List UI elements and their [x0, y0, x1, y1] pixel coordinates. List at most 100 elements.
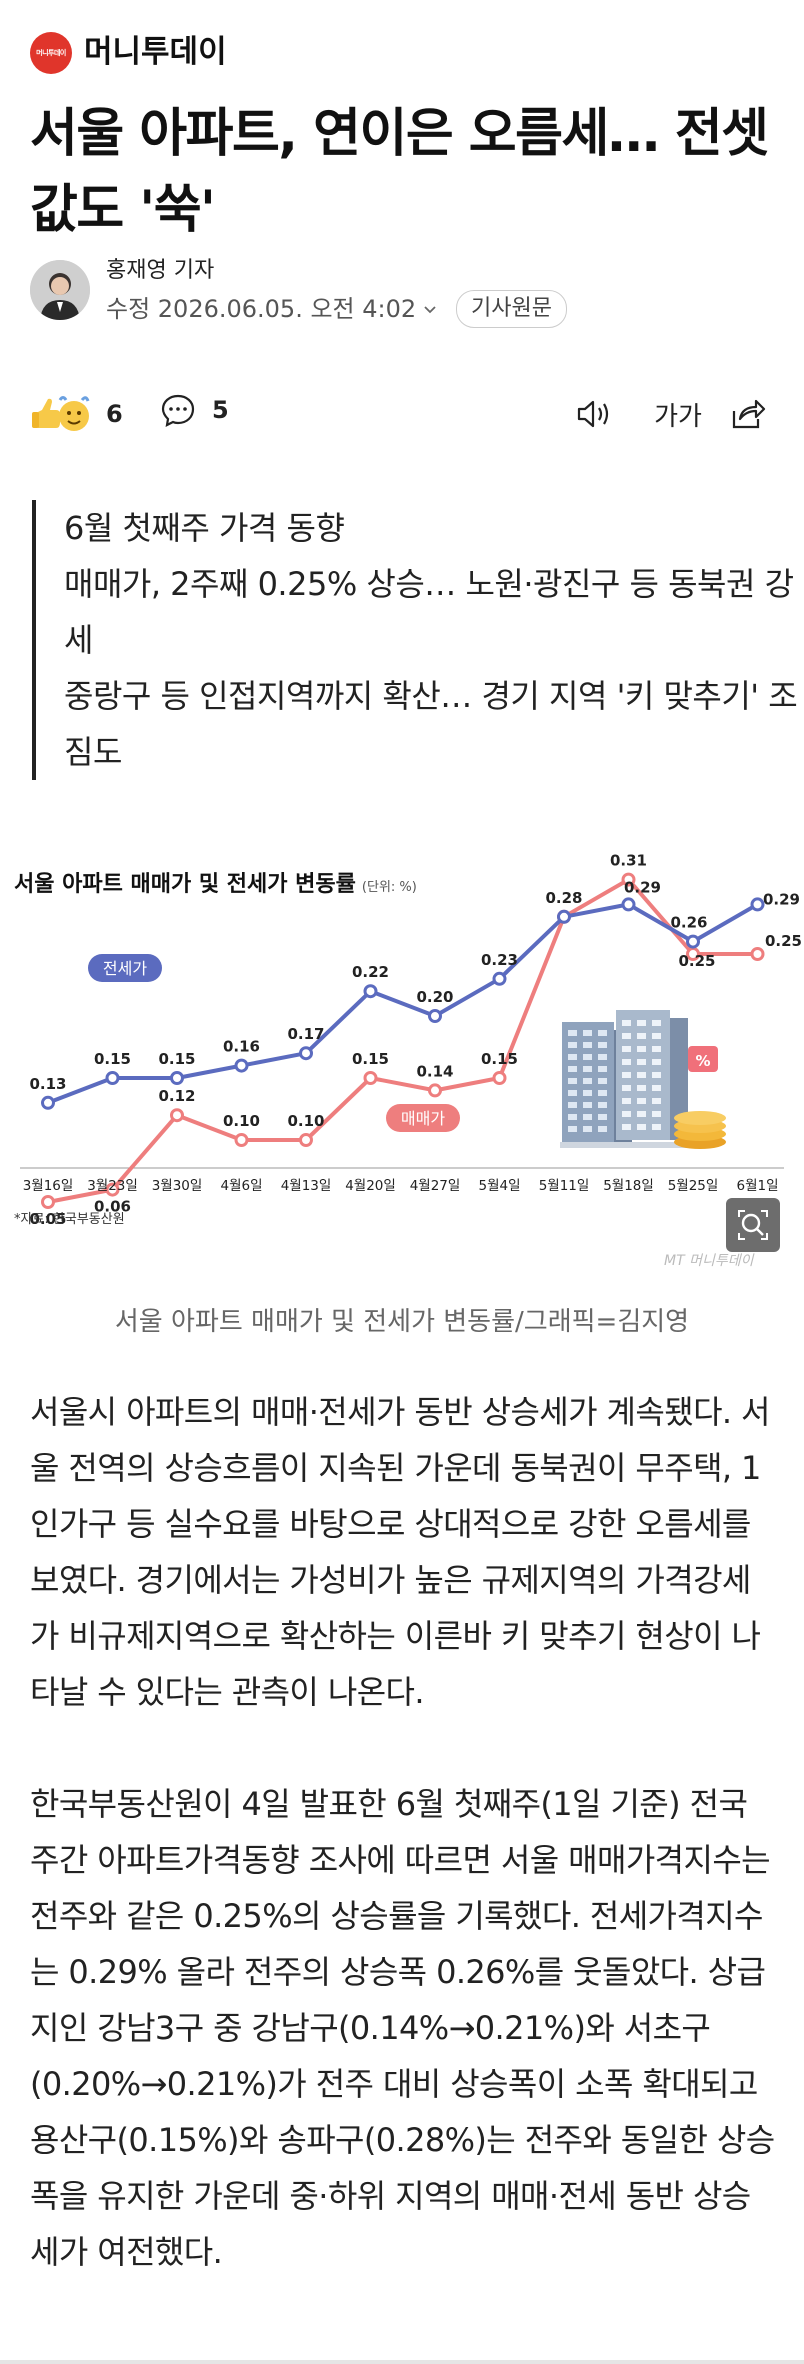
- legend-maemae-tag: [386, 1104, 460, 1132]
- date-line[interactable]: 수정 2026.06.05. 오전 4:02: [106, 292, 438, 326]
- data-point: [105, 1182, 120, 1197]
- data-point: [299, 1133, 313, 1147]
- image-zoom-button[interactable]: [726, 1198, 780, 1252]
- data-label: 0.31: [610, 852, 647, 870]
- data-point: [750, 947, 765, 961]
- emoji-reactions-icon: [32, 396, 90, 431]
- data-point: [170, 1108, 184, 1123]
- speaker-icon: [577, 400, 609, 428]
- data-point: [492, 1071, 507, 1085]
- data-label: 0.15: [158, 1050, 195, 1068]
- publisher-logo[interactable]: 머니투데이: [30, 32, 72, 74]
- chevron-down-icon[interactable]: [422, 301, 438, 317]
- chart-source: *자료: 한국부동산원: [14, 1212, 125, 1227]
- x-tick-label: 4월27일: [410, 1178, 461, 1194]
- audio-button[interactable]: [572, 392, 616, 436]
- x-tick-label: 5월11일: [539, 1178, 590, 1194]
- divider: [0, 2360, 804, 2364]
- reaction-count: 6: [106, 400, 123, 428]
- chart-graphic[interactable]: % 0.13 0.15 0.15 0.16 0.17 0.22 0.20 0.23 0.28 0.2…: [0, 850, 804, 1280]
- author-name[interactable]: 홍재영 기자: [106, 258, 215, 283]
- legend-jeonse-tag: [88, 954, 162, 982]
- article-paragraph: 서울시 아파트의 매매·전세가 동반 상승세가 계속됐다. 서울 전역의 상승흐…: [30, 1393, 771, 1711]
- summary-line: 매매가, 2주째 0.25% 상승… 노원·광진구 등 동북권 강세: [64, 565, 794, 659]
- data-point: [750, 897, 765, 912]
- original-article-button[interactable]: 기사원문: [456, 290, 567, 328]
- summary-line: 6월 첫째주 가격 동향: [64, 509, 345, 547]
- legend-maemae-label: 매매가: [401, 1109, 445, 1128]
- data-label: 0.16: [223, 1038, 260, 1056]
- data-label: 0.25: [765, 932, 802, 950]
- x-tick-label: 5월4일: [478, 1178, 520, 1194]
- data-point: [492, 971, 507, 986]
- article-summary: 6월 첫째주 가격 동향 매매가, 2주째 0.25% 상승… 노원·광진구 등…: [32, 500, 804, 780]
- x-tick-label: 3월30일: [152, 1178, 203, 1194]
- x-tick-label: 5월18일: [603, 1178, 654, 1194]
- data-point: [621, 897, 636, 912]
- series-line-jeonse: [47, 902, 759, 1105]
- x-tick-label: 5월25일: [668, 1178, 719, 1194]
- x-tick-label: 4월13일: [281, 1178, 332, 1194]
- data-point: [170, 1071, 184, 1085]
- article-title: 서울 아파트, 연이은 오름세… 전셋값도 '쑥': [30, 104, 769, 240]
- comment-button[interactable]: 5: [160, 392, 229, 428]
- share-button[interactable]: [726, 392, 770, 436]
- font-size-label: 가가: [654, 401, 702, 432]
- font-size-button[interactable]: 가가: [648, 392, 708, 436]
- series-line-maemae: [47, 877, 758, 1204]
- publish-date: 수정 2026.06.05. 오전 4:02: [106, 295, 417, 323]
- x-tick-label: 3월16일: [23, 1178, 74, 1194]
- data-point: [41, 1195, 55, 1209]
- summary-line: 중랑구 등 인접지역까지 확산… 경기 지역 '키 맞추기' 조짐도: [64, 677, 798, 771]
- data-label: 0.15: [352, 1050, 389, 1068]
- zoom-icon: [738, 1210, 768, 1240]
- data-label: 0.17: [287, 1025, 324, 1043]
- chart-title: 서울 아파트 매매가 및 전세가 변동률 (단위: %): [14, 866, 417, 898]
- chart-title-text: 서울 아파트 매매가 및 전세가 변동률: [14, 872, 356, 897]
- data-label: 0.22: [352, 963, 389, 981]
- reaction-button[interactable]: 6: [30, 392, 123, 436]
- data-label: 0.15: [94, 1050, 131, 1068]
- publisher-name[interactable]: 머니투데이: [84, 34, 227, 70]
- data-point: [234, 1133, 249, 1147]
- comment-icon: [161, 394, 195, 427]
- data-label: 0.10: [287, 1112, 324, 1130]
- data-label: 0.29: [763, 890, 800, 908]
- article-paragraph: 한국부동산원이 4일 발표한 6월 첫째주(1일 기준) 전국 주간 아파트가격…: [30, 1785, 775, 2271]
- data-point: [299, 1046, 313, 1061]
- data-label: 0.23: [481, 951, 518, 969]
- author-avatar[interactable]: [30, 260, 90, 320]
- data-label: 0.05: [29, 1210, 66, 1228]
- share-icon: [732, 399, 766, 429]
- data-point: [686, 934, 700, 949]
- percent-badge-text: %: [695, 1052, 710, 1070]
- data-label: 0.13: [29, 1075, 66, 1093]
- person-icon: [30, 260, 90, 320]
- data-label: 0.15: [481, 1050, 518, 1068]
- data-point: [363, 984, 378, 999]
- x-tick-label: 4월20일: [345, 1178, 396, 1194]
- data-point: [234, 1058, 249, 1073]
- data-label: 0.29: [624, 878, 661, 896]
- data-label: 0.26: [670, 914, 707, 932]
- data-point: [621, 872, 636, 887]
- legend-jeonse-label: 전세가: [103, 959, 147, 978]
- data-point: [428, 1009, 442, 1023]
- data-label: 0.28: [545, 889, 582, 907]
- data-label: 0.12: [158, 1087, 195, 1105]
- data-point: [428, 1083, 442, 1098]
- data-label: 0.06: [94, 1198, 131, 1216]
- chart-unit: (단위: %): [361, 880, 417, 895]
- data-point: [557, 909, 571, 924]
- data-point: [105, 1071, 120, 1085]
- x-tick-label: 6월1일: [736, 1178, 778, 1194]
- data-point: [363, 1071, 378, 1085]
- data-label: 0.14: [416, 1062, 453, 1080]
- data-point: [41, 1095, 55, 1110]
- data-label: 0.25: [678, 952, 715, 970]
- x-tick-label: 3월23일: [87, 1178, 138, 1194]
- data-label: 0.20: [416, 988, 453, 1006]
- data-label: 0.10: [223, 1112, 260, 1130]
- x-tick-label: 4월6일: [220, 1178, 262, 1194]
- buildings-illustration: [560, 1010, 726, 1149]
